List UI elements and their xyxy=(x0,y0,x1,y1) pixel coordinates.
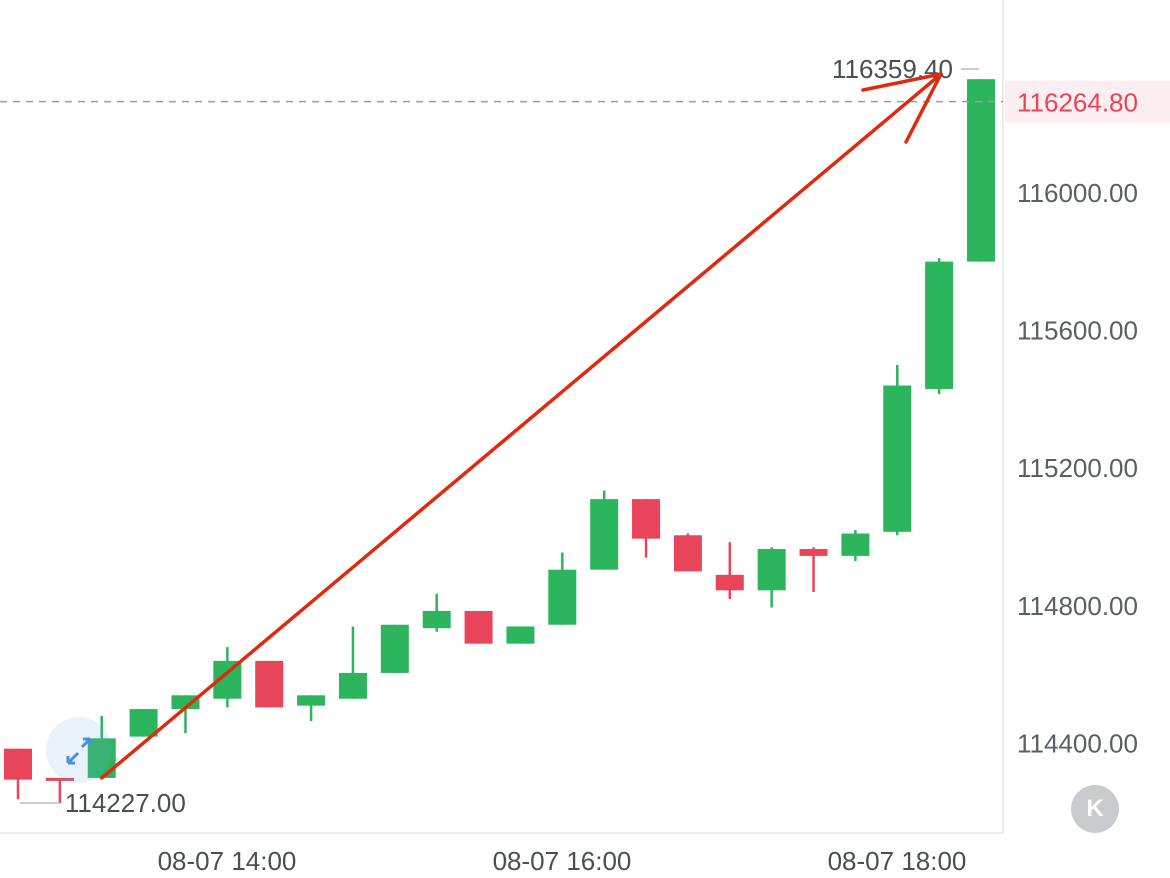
candle-body xyxy=(673,535,702,572)
trend-arrow-shaft xyxy=(99,72,943,780)
candle-body xyxy=(548,569,577,625)
candle xyxy=(925,258,954,395)
candle-body xyxy=(883,385,912,532)
low-price-label: 114227.00 xyxy=(65,788,186,818)
candle xyxy=(548,552,577,625)
candle-body xyxy=(338,672,367,699)
candle xyxy=(464,610,493,644)
time-axis: 08-07 14:00 08-07 16:00 08-07 18:00 xyxy=(158,846,967,876)
price-tick-label: 115600.00 xyxy=(1017,315,1138,345)
candle xyxy=(757,547,786,608)
last-price-label: 116264.80 xyxy=(1017,88,1138,118)
candle xyxy=(129,709,158,737)
price-axis: 116000.00 115600.00 115200.00 114800.00 1144… xyxy=(1017,178,1138,759)
candle-body xyxy=(715,574,744,591)
candle-body xyxy=(45,777,74,781)
candle-body xyxy=(841,533,870,556)
last-price-badge xyxy=(1005,80,1170,123)
candle-body xyxy=(4,748,32,780)
candle xyxy=(506,626,535,644)
candle xyxy=(380,624,409,673)
candle xyxy=(799,547,828,593)
time-tick-label: 08-07 18:00 xyxy=(828,846,967,876)
candle-body xyxy=(590,499,619,570)
candle xyxy=(841,530,870,562)
candle-body xyxy=(967,79,996,262)
price-tick-label: 116000.00 xyxy=(1017,178,1138,208)
price-tick-label: 114800.00 xyxy=(1017,591,1138,621)
candle-body xyxy=(171,695,200,710)
candle xyxy=(967,79,996,262)
candle xyxy=(883,364,912,536)
candle-body xyxy=(297,695,326,706)
candle-body xyxy=(380,624,409,673)
price-tick-label: 114400.00 xyxy=(1017,729,1138,759)
candle xyxy=(590,490,619,570)
price-tick-label: 115200.00 xyxy=(1017,453,1138,483)
zoom-hint-icon[interactable] xyxy=(46,717,112,783)
candle-body xyxy=(632,499,661,539)
candle-body xyxy=(506,626,535,644)
candle xyxy=(213,647,242,708)
candle xyxy=(4,748,32,800)
time-tick-label: 08-07 16:00 xyxy=(493,846,632,876)
candle-body xyxy=(255,660,284,708)
time-tick-label: 08-07 14:00 xyxy=(158,846,297,876)
kline-toggle-button[interactable]: K xyxy=(1071,785,1119,833)
candle-body xyxy=(422,610,451,629)
candle-body xyxy=(464,610,493,644)
candle xyxy=(255,660,284,708)
candle xyxy=(297,695,326,722)
candle xyxy=(338,626,367,699)
candle xyxy=(422,593,451,632)
candle-body xyxy=(925,261,954,389)
candle xyxy=(171,695,200,734)
candle-body xyxy=(799,549,828,556)
candle-body xyxy=(757,549,786,591)
candle-body xyxy=(129,709,158,737)
candles xyxy=(4,79,996,804)
candle xyxy=(45,777,74,804)
trend-arrow-head xyxy=(861,72,943,144)
candle xyxy=(632,499,661,558)
candle xyxy=(673,533,702,572)
candle xyxy=(715,542,744,599)
